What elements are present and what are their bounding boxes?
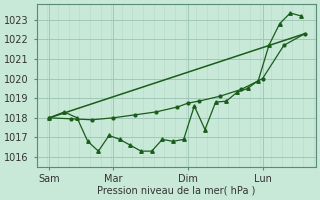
- X-axis label: Pression niveau de la mer( hPa ): Pression niveau de la mer( hPa ): [97, 186, 255, 196]
